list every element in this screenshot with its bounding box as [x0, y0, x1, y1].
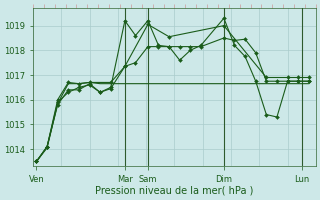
X-axis label: Pression niveau de la mer( hPa ): Pression niveau de la mer( hPa ) — [95, 186, 253, 196]
